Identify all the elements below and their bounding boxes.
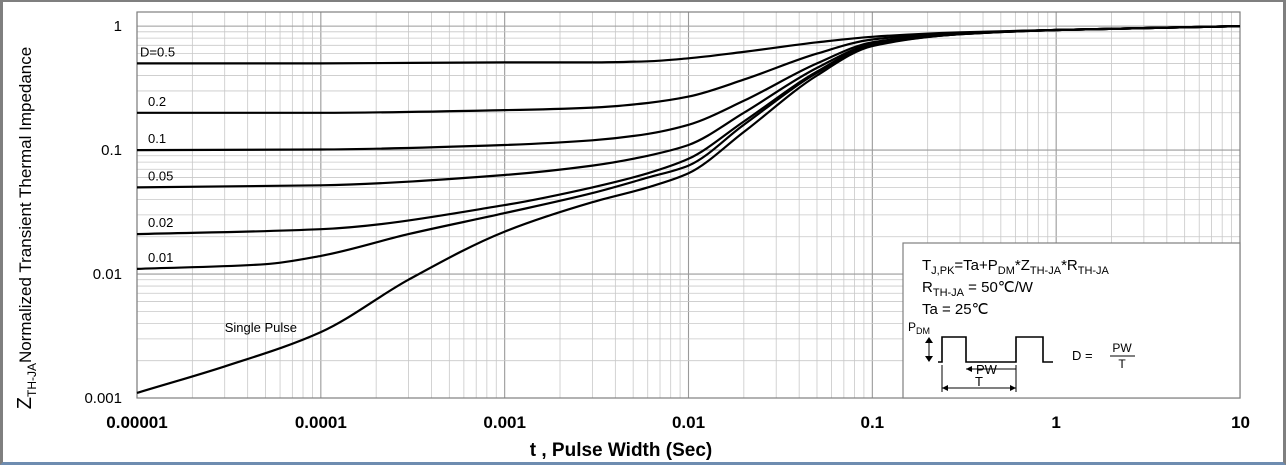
- curve-labels: D=0.5 0.2 0.1 0.05 0.02 0.01 Single Pulse: [140, 44, 297, 335]
- formula-line-3: Ta = 25℃: [922, 301, 988, 318]
- t-label: T: [975, 374, 983, 389]
- curve-label: D=0.5: [140, 44, 175, 59]
- curve-label: 0.1: [148, 131, 166, 146]
- formula-box-frame: [902, 242, 1241, 399]
- x-tick-labels: 0.00001 0.0001 0.001 0.01 0.1 1 10: [106, 413, 1250, 432]
- x-tick-label: 0.01: [672, 413, 705, 432]
- pulse-height-arrowheads: [925, 337, 933, 362]
- curve-label: 0.01: [148, 250, 173, 265]
- curve-label: 0.02: [148, 215, 173, 230]
- y-tick-label: 0.1: [101, 142, 122, 159]
- y-tick-label: 0.001: [84, 390, 122, 407]
- y-axis-label-main: Normalized Transient Thermal Impedance: [16, 47, 35, 363]
- duty-label: D =: [1072, 348, 1093, 363]
- curve-label: 0.05: [148, 168, 173, 183]
- duty-numerator: PW: [1112, 341, 1132, 355]
- curve-single-pulse: [136, 25, 1241, 394]
- formula-box: TJ,PK=Ta+PDM*ZTH-JA*RTH-JA RTH-JA = 50℃/…: [902, 242, 1241, 399]
- y-tick-label: 0.01: [93, 266, 122, 283]
- plot-border: [136, 11, 1241, 399]
- curve-label: Single Pulse: [225, 320, 297, 335]
- curve-label: 0.2: [148, 94, 166, 109]
- y-axis-label-sub: TH-JA: [25, 363, 39, 397]
- y-axis-label: ZTH-JANormalized Transient Thermal Imped…: [14, 47, 39, 409]
- formula-line-1: TJ,PK=Ta+PDM*ZTH-JA*RTH-JA: [922, 257, 1110, 277]
- x-tick-label: 0.0001: [295, 413, 347, 432]
- x-tick-label: 0.001: [483, 413, 526, 432]
- pw-arrowhead: [966, 366, 972, 372]
- x-tick-label: 0.1: [861, 413, 885, 432]
- pulse-pdm-label: PDM: [908, 320, 930, 336]
- x-tick-label: 10: [1231, 413, 1250, 432]
- curves: [136, 25, 1241, 394]
- x-axis-label: t , Pulse Width (Sec): [530, 440, 712, 461]
- pw-label: PW: [976, 362, 998, 377]
- svg-text:ZTH-JANormalized Transient The: ZTH-JANormalized Transient Thermal Imped…: [14, 47, 39, 409]
- pulse-waveform: [938, 336, 1053, 363]
- y-tick-labels: 0.001 0.01 0.1 1: [84, 18, 122, 407]
- duty-denominator: T: [1118, 357, 1126, 371]
- x-tick-label: 1: [1051, 413, 1060, 432]
- x-tick-label: 0.00001: [106, 413, 167, 432]
- formula-line-2: RTH-JA = 50℃/W: [922, 279, 1034, 299]
- y-tick-label: 1: [114, 18, 122, 35]
